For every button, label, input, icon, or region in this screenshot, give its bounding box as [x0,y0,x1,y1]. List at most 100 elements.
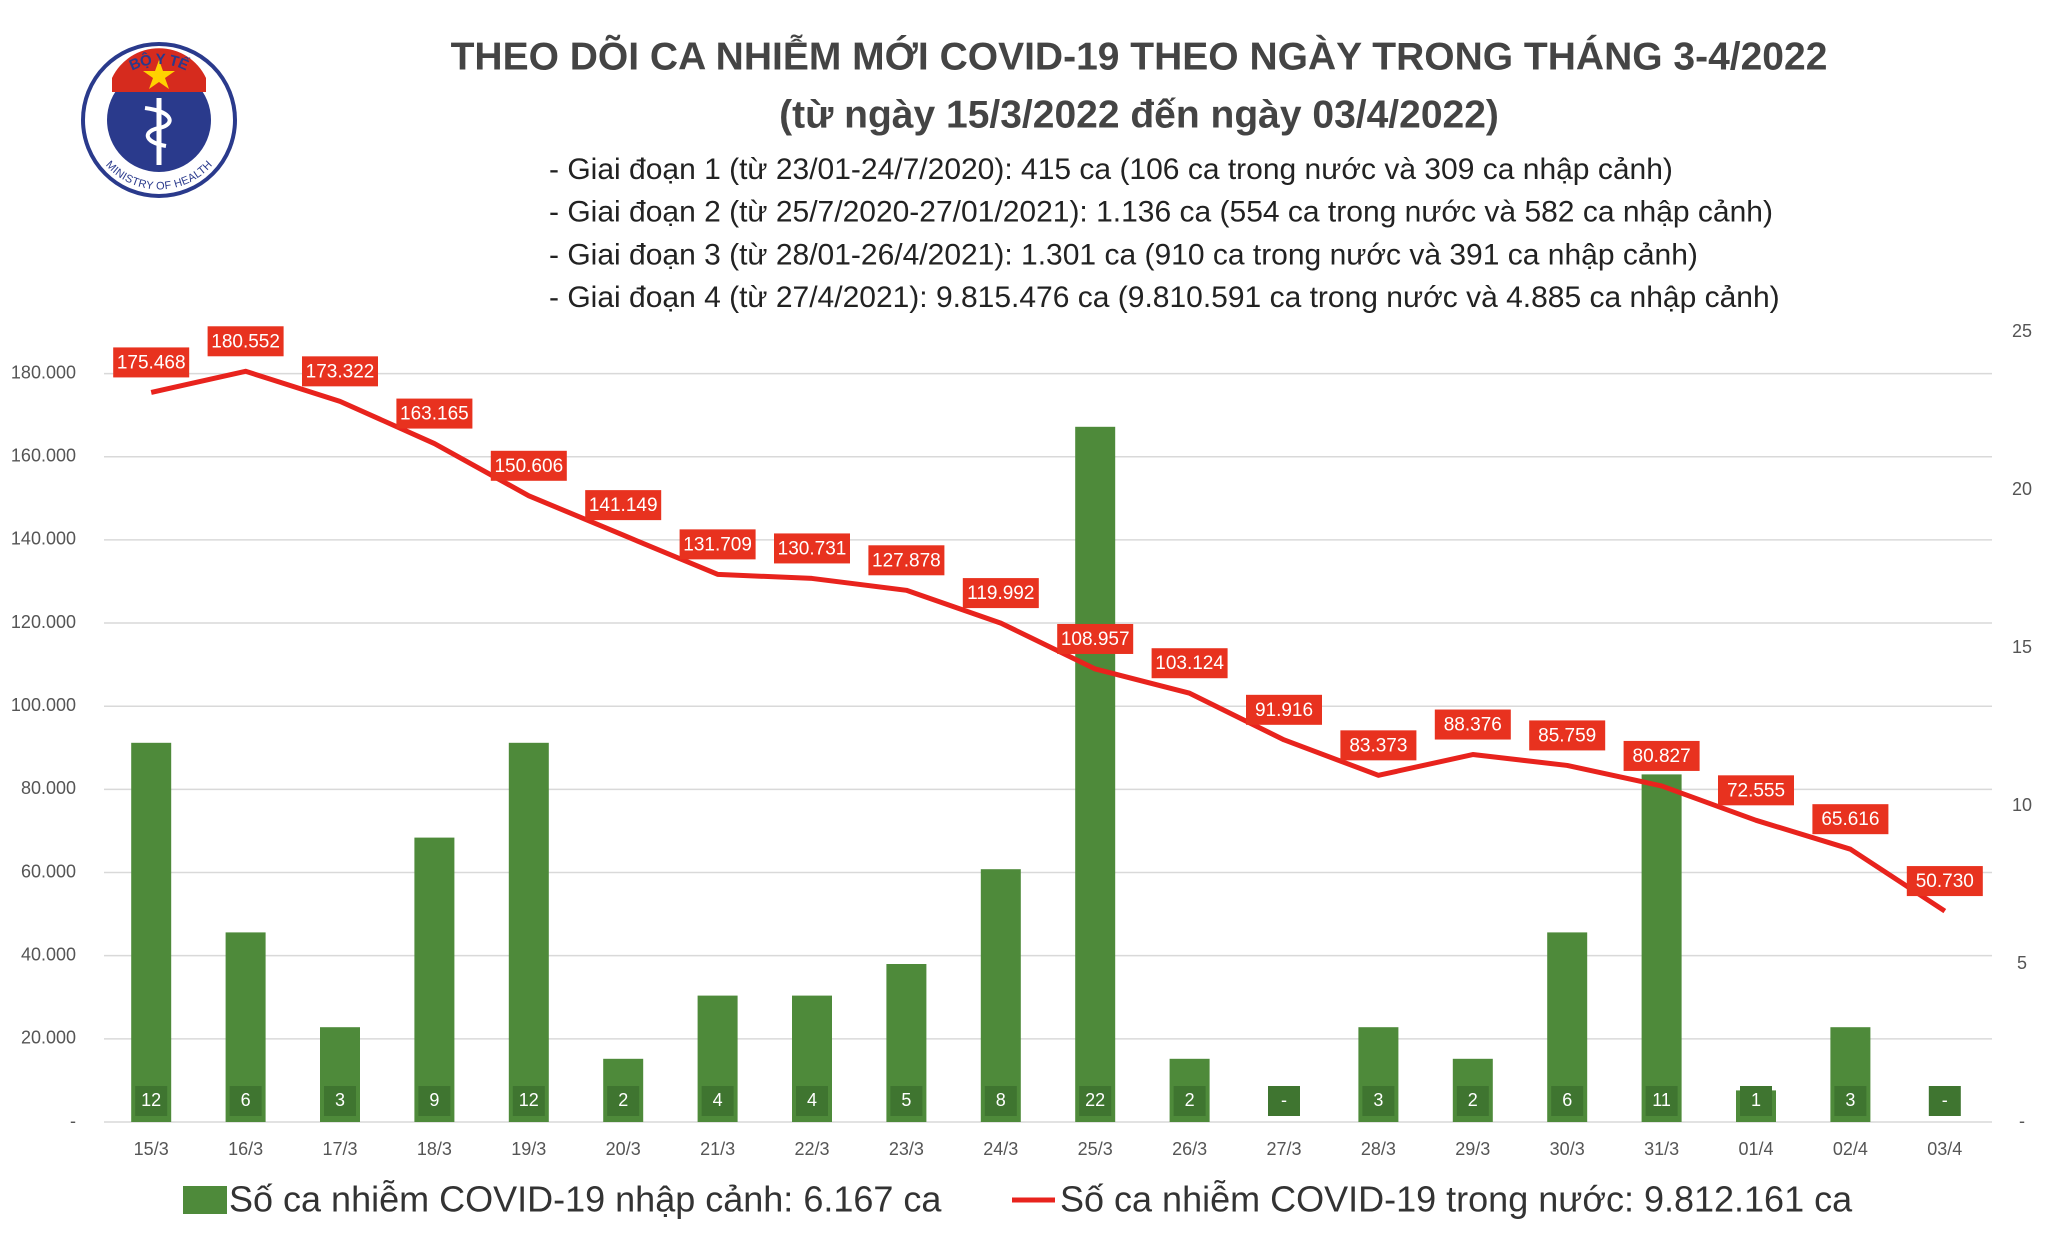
bar-label-box [890,1086,923,1116]
bar-value-label: 6 [241,1090,251,1110]
line-value-label: 173.322 [306,361,375,382]
bar-label-box [984,1086,1017,1116]
bar-label-box [1928,1086,1961,1116]
line-value-label: 119.992 [967,583,1034,604]
bar [508,742,549,1122]
bar-value-label: 2 [1468,1090,1478,1110]
x-tick-label: 19/3 [511,1139,546,1159]
bar [1075,426,1116,1122]
logo: BỘ Y TẾ MINISTRY OF HEALTH [81,42,237,198]
line [150,368,1947,914]
bar-label-box [1740,1086,1772,1116]
y2-tick-label: 10 [2012,795,2032,815]
x-tick-label: 27/3 [1266,1139,1301,1159]
y-tick-label: 20.000 [21,1028,76,1048]
bar-label-box [1834,1086,1867,1116]
line-label-box [868,545,945,576]
bar-label-box [135,1086,168,1116]
bar-label-box [701,1086,734,1116]
line-value-label: 83.373 [1349,735,1407,756]
x-tick-label: 24/3 [983,1139,1018,1159]
bar [1641,774,1682,1122]
line-value-label: 163.165 [400,404,469,425]
bar-value-label: 9 [429,1090,439,1110]
line-value-label: 108.957 [1061,629,1130,650]
line-label-box [962,578,1039,609]
bar-label-box [1362,1086,1395,1116]
line-label-box [585,490,662,521]
line-value-label: 175.468 [117,352,186,373]
line-label-box [1246,694,1322,725]
bar-value-label: 6 [1562,1090,1572,1110]
y2-tick-label: 25 [2012,321,2032,341]
line-value-label: 91.916 [1255,700,1313,721]
x-tick-label: 17/3 [322,1139,357,1159]
y-tick-label: - [70,1111,76,1131]
note: - Giai đoạn 4 (từ 27/4/2021): 9.815.476 … [549,281,1780,314]
legend-label: Số ca nhiễm COVID-19 nhập cảnh: 6.167 ca [229,1179,942,1220]
bar-value-label: 2 [618,1090,628,1110]
note: - Giai đoạn 3 (từ 28/01-26/4/2021): 1.30… [549,238,1698,271]
bar-value-label: 3 [1373,1090,1383,1110]
line-label-box [396,398,473,429]
x-tick-label: 26/3 [1172,1139,1207,1159]
bar-label-box [1173,1086,1206,1116]
line-label-box [1057,623,1134,654]
line-value-label: 141.149 [589,495,658,516]
bar-value-label: 2 [1185,1090,1195,1110]
line-value-label: 103.124 [1155,653,1224,674]
line-label-box [1718,775,1794,806]
bar [980,869,1021,1122]
x-tick-label: 20/3 [606,1139,641,1159]
y-tick-label: 40.000 [21,944,76,964]
x-tick-label: 16/3 [228,1139,263,1159]
line-label-box [679,529,756,560]
x-tick-label: 02/4 [1833,1139,1868,1159]
line-value-label: 65.616 [1821,809,1879,830]
bar-label-box [418,1086,451,1116]
line-value-label: 88.376 [1444,715,1502,736]
y-tick-label: 180.000 [11,362,76,382]
line-value-label: 50.730 [1916,871,1974,892]
line-label-box [1340,730,1417,761]
line-value-label: 131.709 [683,534,752,555]
bar-value-label: 12 [519,1090,539,1110]
bar-value-label: - [1281,1090,1287,1110]
y2-tick-label: 5 [2017,953,2027,973]
bar-value-label: 5 [901,1090,911,1110]
line-label-box [1812,804,1889,835]
line-value-label: 80.827 [1633,746,1691,767]
bar-value-label: 12 [141,1090,161,1110]
bar-label-box [1645,1086,1678,1116]
bar-label-box [607,1086,640,1116]
bar [414,837,455,1122]
x-tick-label: 01/4 [1738,1139,1773,1159]
line-label-box [302,356,378,387]
line-value-label: 130.731 [778,538,847,559]
line-value-label: 180.552 [211,331,280,352]
bar-label-box [1551,1086,1584,1116]
line-label-box [113,347,190,378]
line-value-label: 127.878 [872,550,941,571]
bar-label-box [512,1086,545,1116]
x-tick-label: 25/3 [1078,1139,1113,1159]
x-tick-label: 03/4 [1927,1139,1962,1159]
y-tick-label: 120.000 [11,612,76,632]
y-tick-label: 140.000 [11,529,76,549]
x-tick-label: 23/3 [889,1139,924,1159]
line-label-box [490,450,567,481]
bar-value-label: - [1942,1090,1948,1110]
bar-label-box [324,1086,356,1116]
legend-label: Số ca nhiễm COVID-19 trong nước: 9.812.1… [1060,1179,1853,1220]
line-label-box [1529,720,1606,751]
note: - Giai đoạn 2 (từ 25/7/2020-27/01/2021):… [549,196,1773,229]
y-tick-label: 80.000 [21,778,76,798]
bar-value-label: 3 [1845,1090,1855,1110]
y2-tick-label: 20 [2012,479,2032,499]
x-tick-label: 22/3 [794,1139,829,1159]
line-label-box [1151,648,1228,679]
y2-tick-label: 15 [2012,637,2032,657]
bar-value-label: 11 [1652,1090,1671,1110]
y-tick-label: 160.000 [11,445,76,465]
